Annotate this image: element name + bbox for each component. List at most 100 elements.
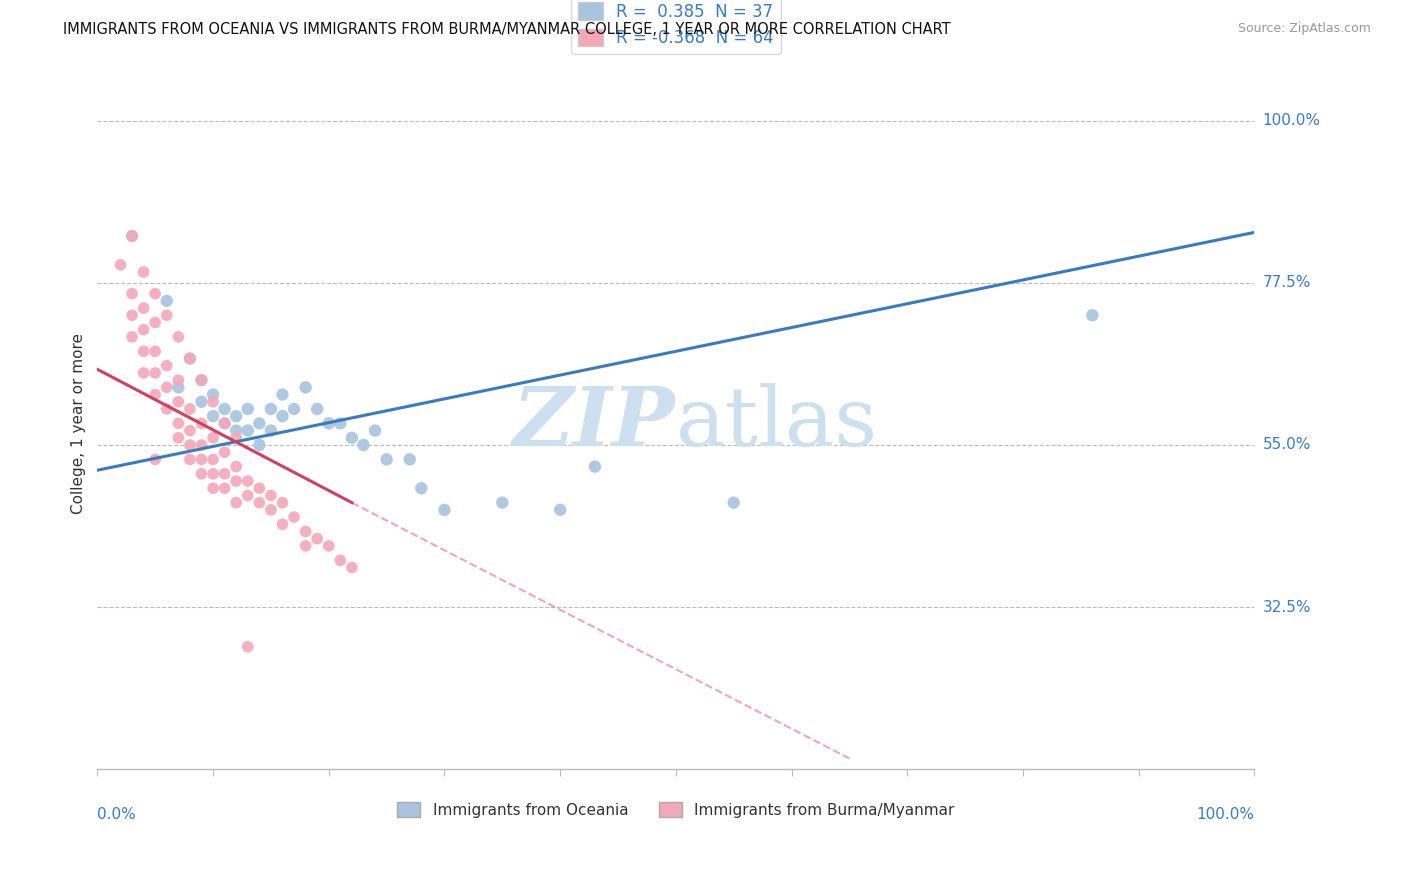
Point	[190, 417, 212, 431]
Point	[202, 481, 225, 495]
Point	[121, 229, 143, 244]
Point	[364, 424, 387, 438]
Point	[143, 316, 166, 330]
Point	[190, 373, 212, 387]
Point	[167, 417, 190, 431]
Point	[202, 431, 225, 445]
Point	[271, 409, 294, 424]
Point	[202, 394, 225, 409]
Point	[236, 640, 259, 654]
Point	[318, 539, 340, 553]
Point	[283, 401, 305, 416]
Point	[225, 496, 247, 510]
Point	[548, 503, 571, 517]
Point	[260, 424, 283, 438]
Point	[294, 539, 316, 553]
Text: ZIP: ZIP	[513, 384, 676, 463]
Point	[214, 417, 236, 431]
Point	[143, 452, 166, 467]
Point	[190, 467, 212, 481]
Text: IMMIGRANTS FROM OCEANIA VS IMMIGRANTS FROM BURMA/MYANMAR COLLEGE, 1 YEAR OR MORE: IMMIGRANTS FROM OCEANIA VS IMMIGRANTS FR…	[63, 22, 950, 37]
Point	[260, 503, 283, 517]
Text: 100.0%: 100.0%	[1197, 807, 1254, 822]
Point	[167, 380, 190, 394]
Point	[167, 431, 190, 445]
Point	[214, 467, 236, 481]
Point	[121, 308, 143, 322]
Point	[190, 452, 212, 467]
Point	[236, 424, 259, 438]
Point	[190, 373, 212, 387]
Text: 0.0%: 0.0%	[97, 807, 136, 822]
Point	[214, 481, 236, 495]
Text: 55.0%: 55.0%	[1263, 437, 1310, 452]
Point	[247, 438, 270, 452]
Point	[318, 417, 340, 431]
Point	[214, 401, 236, 416]
Point	[110, 258, 132, 272]
Point	[190, 394, 212, 409]
Point	[179, 438, 201, 452]
Point	[375, 452, 398, 467]
Point	[271, 517, 294, 532]
Point	[236, 401, 259, 416]
Point	[225, 409, 247, 424]
Point	[143, 286, 166, 301]
Point	[179, 401, 201, 416]
Point	[132, 366, 155, 380]
Point	[225, 474, 247, 488]
Point	[247, 496, 270, 510]
Point	[307, 401, 329, 416]
Point	[202, 452, 225, 467]
Y-axis label: College, 1 year or more: College, 1 year or more	[72, 333, 86, 514]
Point	[307, 532, 329, 546]
Point	[167, 394, 190, 409]
Text: atlas: atlas	[676, 384, 877, 463]
Point	[340, 431, 363, 445]
Point	[329, 553, 352, 567]
Point	[236, 488, 259, 502]
Point	[260, 401, 283, 416]
Point	[156, 359, 179, 373]
Point	[179, 351, 201, 366]
Point	[156, 308, 179, 322]
Point	[179, 424, 201, 438]
Point	[247, 481, 270, 495]
Text: 32.5%: 32.5%	[1263, 599, 1312, 615]
Point	[121, 330, 143, 344]
Text: 77.5%: 77.5%	[1263, 276, 1310, 290]
Point	[156, 293, 179, 308]
Point	[283, 510, 305, 524]
Point	[225, 459, 247, 474]
Point	[433, 503, 456, 517]
Point	[167, 373, 190, 387]
Point	[202, 387, 225, 401]
Point	[132, 344, 155, 359]
Legend: Immigrants from Oceania, Immigrants from Burma/Myanmar: Immigrants from Oceania, Immigrants from…	[391, 796, 960, 824]
Point	[143, 366, 166, 380]
Point	[340, 560, 363, 574]
Text: 100.0%: 100.0%	[1263, 113, 1320, 128]
Point	[236, 474, 259, 488]
Point	[294, 380, 316, 394]
Point	[583, 459, 606, 474]
Point	[121, 229, 143, 244]
Point	[411, 481, 433, 495]
Point	[247, 417, 270, 431]
Point	[353, 438, 375, 452]
Point	[143, 344, 166, 359]
Point	[214, 417, 236, 431]
Text: Source: ZipAtlas.com: Source: ZipAtlas.com	[1237, 22, 1371, 36]
Point	[1081, 308, 1104, 322]
Point	[271, 387, 294, 401]
Point	[143, 387, 166, 401]
Point	[190, 438, 212, 452]
Point	[132, 265, 155, 279]
Point	[294, 524, 316, 539]
Point	[491, 496, 513, 510]
Point	[179, 351, 201, 366]
Point	[156, 380, 179, 394]
Point	[398, 452, 420, 467]
Point	[225, 424, 247, 438]
Point	[132, 301, 155, 315]
